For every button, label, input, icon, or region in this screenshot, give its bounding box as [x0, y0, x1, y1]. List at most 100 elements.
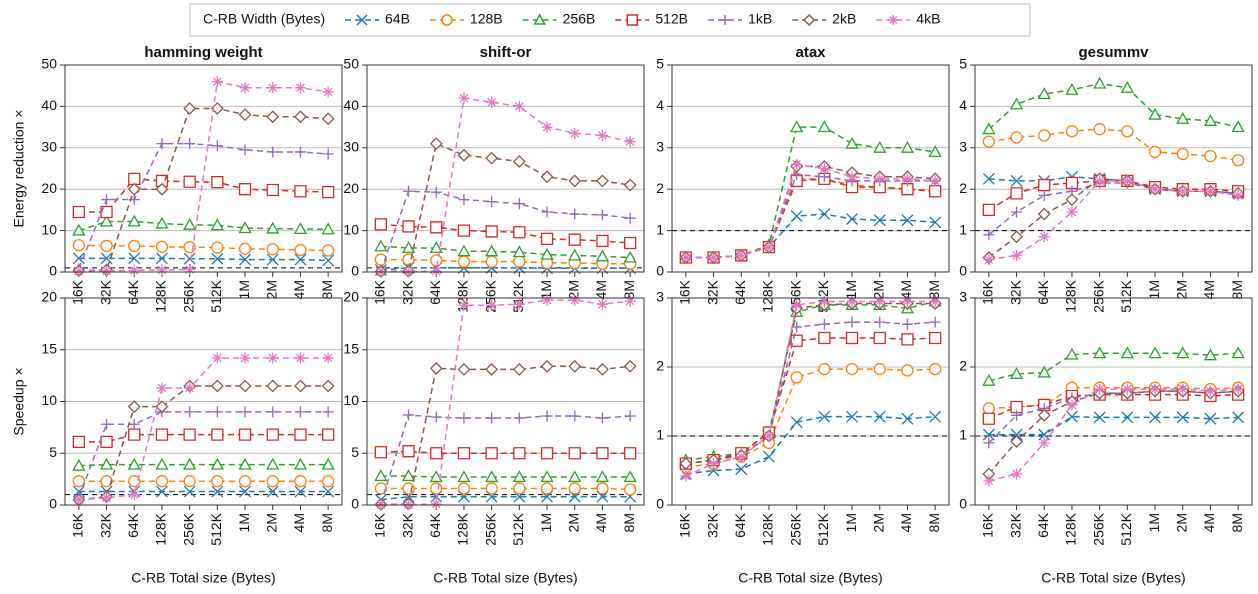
y-tick-label: 0: [49, 263, 57, 279]
marker: [266, 243, 279, 256]
marker: [541, 206, 553, 218]
y-tick-label: 3: [959, 289, 967, 305]
marker: [486, 196, 498, 208]
y-axis-label: Energy reduction ×: [11, 110, 27, 228]
marker: [457, 224, 471, 237]
marker: [1010, 174, 1023, 187]
marker: [983, 254, 995, 266]
x-tick-label: 32K: [97, 279, 113, 305]
marker: [1231, 154, 1245, 167]
y-tick-label: 20: [41, 289, 57, 305]
marker: [596, 298, 608, 310]
marker: [1038, 189, 1050, 201]
series-line: 4kB: [685, 300, 936, 477]
marker: [322, 148, 334, 160]
marker: [457, 470, 471, 483]
marker: [321, 244, 335, 257]
legend-label: 64B: [385, 11, 410, 27]
marker: [1231, 346, 1245, 359]
marker: [403, 185, 415, 197]
y-axis-label: Speedup ×: [11, 367, 27, 435]
legend-label: 512B: [655, 11, 688, 27]
marker: [1010, 435, 1023, 448]
x-tick-label: 256K: [1090, 279, 1106, 312]
y-tick-label: 2: [959, 358, 967, 374]
marker: [155, 475, 169, 488]
series-line: 256B: [380, 475, 631, 478]
marker: [1231, 120, 1245, 133]
marker: [238, 457, 252, 470]
panel-title: gesummv: [1078, 44, 1149, 61]
y-tick-label: 0: [959, 263, 967, 279]
x-tick-label: 64K: [427, 512, 443, 538]
marker: [100, 205, 113, 219]
marker: [184, 138, 196, 150]
marker: [1065, 125, 1079, 138]
marker: [901, 412, 914, 425]
y-tick-label: 2: [656, 180, 664, 196]
marker: [1066, 206, 1078, 218]
x-tick-label: 8M: [621, 513, 637, 532]
marker: [791, 299, 803, 311]
marker: [211, 140, 223, 152]
marker: [457, 447, 471, 460]
marker: [211, 485, 224, 498]
marker: [513, 100, 525, 112]
y-tick-label: 10: [41, 392, 57, 408]
marker: [513, 226, 526, 239]
marker: [982, 203, 995, 217]
marker: [1038, 428, 1051, 441]
marker: [155, 428, 169, 441]
marker: [184, 382, 196, 394]
marker: [596, 412, 608, 424]
panel: 0 5 10 15 20 16K 32K 64K 128K 256K 512K 1M 2M 4M 8M 64B…: [343, 289, 645, 586]
axes-frame: [974, 64, 1253, 273]
marker: [322, 485, 335, 498]
marker: [458, 412, 470, 424]
marker: [238, 221, 252, 234]
panel: 0 10 20 30 40 50 16K 32K 64K 128K 256K 512K 1M 2M 4M 8M…: [11, 44, 343, 313]
marker: [155, 174, 169, 188]
marker: [458, 299, 470, 311]
y-tick-label: 50: [41, 56, 57, 72]
marker: [513, 482, 526, 495]
marker: [183, 485, 196, 498]
marker: [624, 410, 636, 422]
y-tick-label: 30: [343, 139, 359, 155]
y-tick-label: 5: [49, 444, 57, 460]
marker: [569, 410, 581, 422]
marker: [1010, 428, 1023, 441]
marker: [1011, 468, 1023, 480]
marker: [540, 447, 554, 460]
marker: [184, 406, 196, 418]
series-line: 512B: [685, 178, 936, 259]
x-axis-label: C-RB Total size (Bytes): [1041, 570, 1185, 586]
x-tick-label: 8M: [621, 280, 637, 299]
y-tick-label: 3: [656, 139, 664, 155]
marker: [1037, 207, 1051, 221]
marker: [1176, 147, 1189, 161]
series-line: 512B: [78, 178, 329, 213]
marker: [790, 120, 804, 133]
marker: [568, 447, 581, 460]
x-tick-label: 256K: [1090, 512, 1106, 545]
marker: [679, 457, 693, 471]
marker: [874, 316, 886, 328]
marker: [99, 457, 114, 470]
marker: [239, 253, 252, 266]
y-tick-label: 2: [656, 358, 664, 374]
marker: [1204, 412, 1217, 425]
series-line: 512B: [78, 433, 329, 443]
x-tick-label: 16K: [980, 512, 996, 538]
x-axis-label: C-RB Total size (Bytes): [433, 570, 577, 586]
marker: [818, 295, 830, 307]
panel: 0 10 20 30 40 50 16K 32K 64K 128K 256K 512K 1M 2M 4M 8M…: [343, 44, 645, 313]
series-line: 256B: [685, 126, 936, 259]
marker: [596, 234, 609, 248]
marker: [568, 174, 582, 188]
series-line: 128B: [380, 258, 631, 265]
marker: [374, 469, 388, 482]
marker: [485, 470, 499, 483]
marker: [184, 264, 196, 276]
